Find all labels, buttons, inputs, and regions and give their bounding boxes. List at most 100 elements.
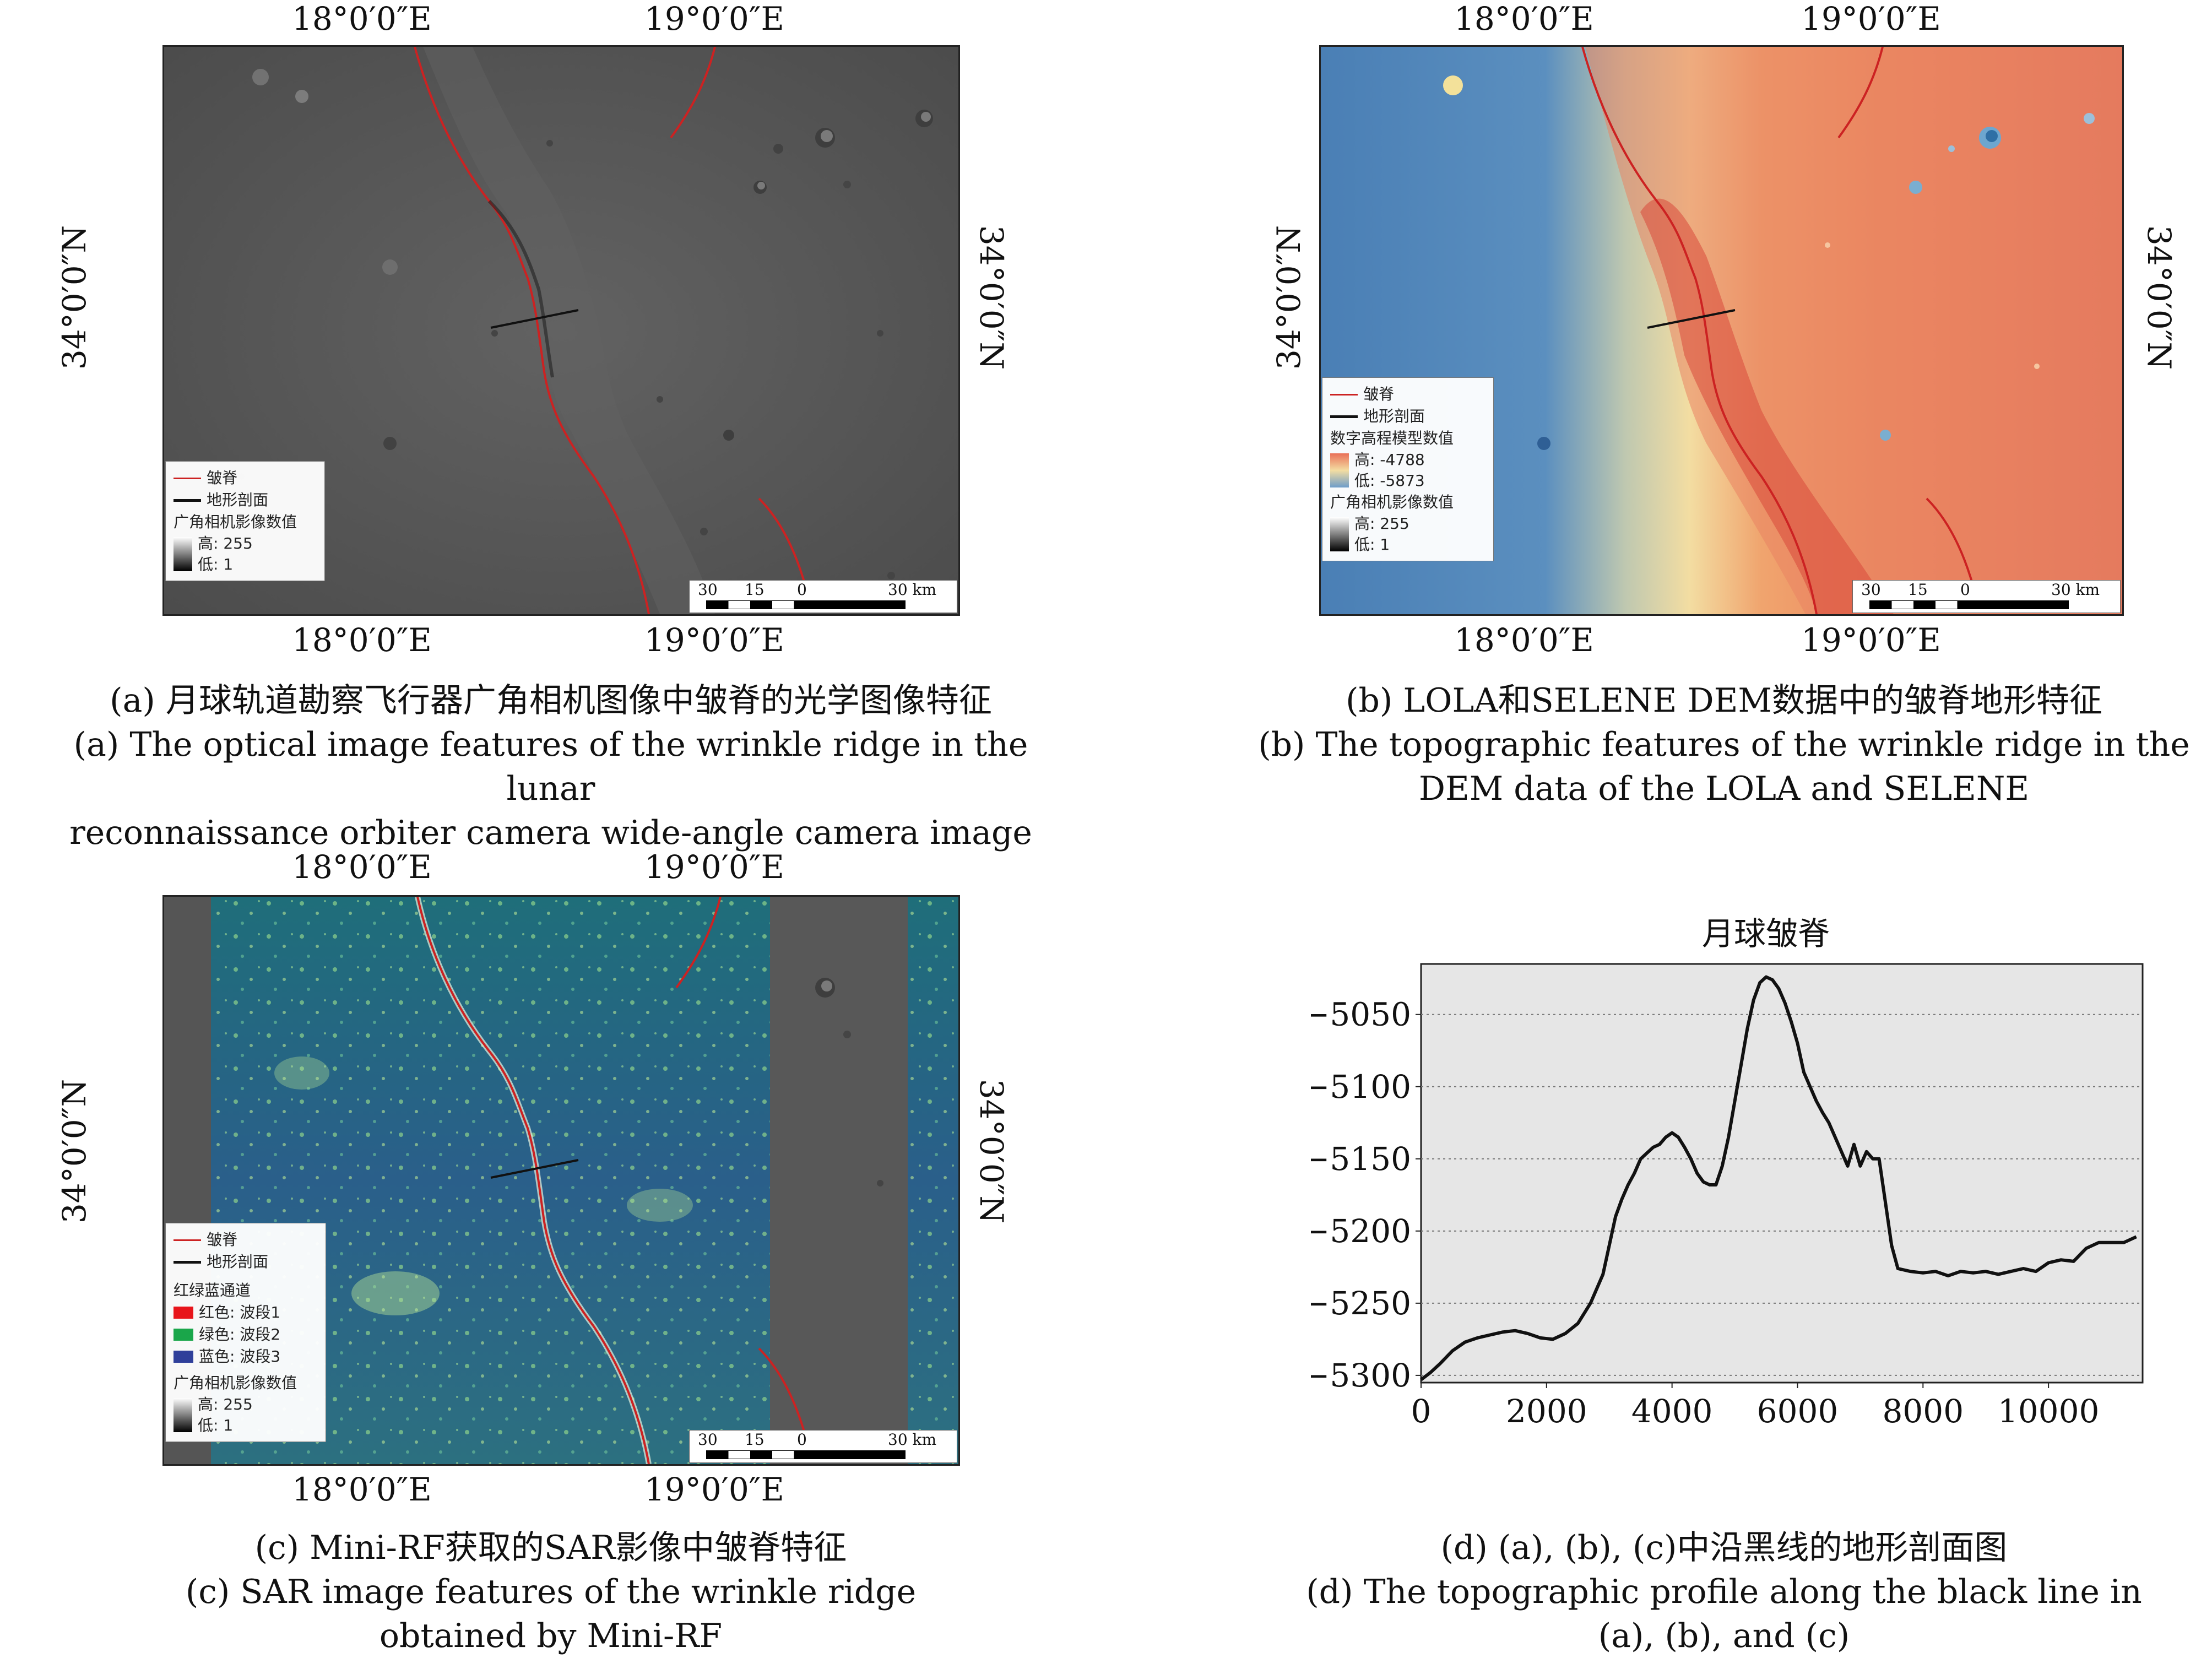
legend-b-high: 高: 255 bbox=[1354, 514, 1409, 533]
legend-b-low: 低: 1 bbox=[1354, 535, 1390, 554]
caption-a: (a) 月球轨道勘察飞行器广角相机图像中皱脊的光学图像特征 (a) The op… bbox=[33, 679, 1069, 855]
ridge-line-swatch bbox=[174, 477, 201, 479]
profile-line-swatch bbox=[174, 1260, 201, 1264]
legend-c-green: 绿色: 波段2 bbox=[174, 1324, 318, 1346]
lat-label-c-left: 34°0′0″N bbox=[56, 1079, 93, 1224]
scalebar-c: 30 15 0 30 km bbox=[689, 1430, 957, 1463]
scalebar-b: 30 15 0 30 km bbox=[1852, 580, 2121, 613]
legend-b-profile: 地形剖面 bbox=[1330, 405, 1485, 427]
legend-c-ridge-label: 皱脊 bbox=[207, 1231, 238, 1249]
legend-c-profile-label: 地形剖面 bbox=[207, 1253, 269, 1271]
y-tick-label: −5300 bbox=[1311, 1357, 1411, 1394]
lon-label-a-top-left: 18°0′0″E bbox=[292, 0, 432, 37]
chart-title: 月球皱脊 bbox=[1702, 915, 1830, 952]
y-tick-label: −5100 bbox=[1311, 1068, 1411, 1106]
scale-a-15: 15 bbox=[745, 581, 765, 599]
legend-c: 皱脊 地形剖面 红绿蓝通道 红色: 波段1 绿色: 波段2 蓝色: 波段3 广角… bbox=[165, 1223, 326, 1442]
caption-c-en2: obtained by Mini-RF bbox=[379, 1617, 723, 1655]
dem-image-b: 皱脊 地形剖面 数字高程模型数值 高: -4788 低: -5873 广角相机影像… bbox=[1319, 45, 2124, 616]
sar-image-c: 皱脊 地形剖面 红绿蓝通道 红色: 波段1 绿色: 波段2 蓝色: 波段3 广角… bbox=[162, 895, 960, 1466]
legend-b-wac-title: 广角相机影像数值 bbox=[1330, 493, 1454, 511]
legend-b-wac-gradient: 高: 255 低: 1 bbox=[1330, 513, 1485, 555]
legend-c-red: 红色: 波段1 bbox=[174, 1302, 318, 1324]
x-tick-label: 4000 bbox=[1631, 1392, 1713, 1430]
lon-label-c-top-left: 18°0′0″E bbox=[292, 848, 432, 886]
scale-b-30: 30 bbox=[1861, 581, 1881, 599]
lon-label-a-bottom-left: 18°0′0″E bbox=[292, 621, 432, 659]
scalebar-a: 30 15 0 30 km bbox=[689, 580, 957, 613]
wac-image-a: 皱脊 地形剖面 广角相机影像数值 高: 255 低: 1 30 15 0 30 k… bbox=[162, 45, 960, 616]
legend-c-gradient: 高: 255 低: 1 bbox=[174, 1394, 318, 1436]
legend-b-ridge-label: 皱脊 bbox=[1363, 385, 1395, 403]
plot-area bbox=[1420, 963, 2144, 1384]
legend-c-blue: 蓝色: 波段3 bbox=[174, 1346, 318, 1368]
legend-a-low: 低: 1 bbox=[198, 555, 234, 573]
legend-b: 皱脊 地形剖面 数字高程模型数值 高: -4788 低: -5873 广角相机影像… bbox=[1322, 377, 1494, 561]
lat-label-b-right: 34°0′0″N bbox=[2140, 225, 2178, 370]
lon-label-b-bottom-left: 18°0′0″E bbox=[1454, 621, 1594, 659]
caption-c-en1: (c) SAR image features of the wrinkle ri… bbox=[185, 1573, 917, 1611]
scale-c-0: 0 bbox=[797, 1431, 807, 1449]
lon-label-a-top-right: 19°0′0″E bbox=[644, 0, 784, 37]
ridge-line-swatch bbox=[1330, 393, 1358, 395]
x-tick-label: 0 bbox=[1411, 1392, 1432, 1430]
scale-b-30km: 30 km bbox=[2051, 581, 2100, 599]
lat-label-a-right: 34°0′0″N bbox=[973, 225, 1010, 370]
y-tick-label: −5050 bbox=[1311, 996, 1411, 1033]
legend-c-blue-label: 蓝色: 波段3 bbox=[199, 1347, 281, 1366]
caption-c-zh: (c) Mini-RF获取的SAR影像中皱脊特征 bbox=[254, 1529, 847, 1567]
y-tick-label: −5200 bbox=[1311, 1212, 1411, 1250]
legend-a-profile: 地形剖面 bbox=[174, 489, 317, 511]
scale-c-30km: 30 km bbox=[888, 1431, 937, 1449]
legend-c-red-label: 红色: 波段1 bbox=[199, 1303, 281, 1321]
scale-a-0: 0 bbox=[797, 581, 807, 599]
legend-c-wac-title: 广角相机影像数值 bbox=[174, 1374, 297, 1392]
caption-a-en2: reconnaissance orbiter camera wide-angle… bbox=[69, 814, 1032, 852]
legend-a: 皱脊 地形剖面 广角相机影像数值 高: 255 低: 1 bbox=[165, 461, 325, 581]
legend-c-ridge: 皱脊 bbox=[174, 1229, 318, 1251]
scale-c-15: 15 bbox=[745, 1431, 765, 1449]
lat-label-a-left: 34°0′0″N bbox=[56, 225, 93, 370]
scale-a-30: 30 bbox=[698, 581, 718, 599]
lon-label-b-top-left: 18°0′0″E bbox=[1454, 0, 1594, 37]
caption-b-en2: DEM data of the LOLA and SELENE bbox=[1418, 770, 2030, 808]
legend-c-rgb-title: 红绿蓝通道 bbox=[174, 1281, 251, 1299]
caption-d-en1: (d) The topographic profile along the bl… bbox=[1306, 1573, 2142, 1611]
legend-a-high: 高: 255 bbox=[198, 534, 253, 552]
caption-b: (b) LOLA和SELENE DEM数据中的皱脊地形特征 (b) The to… bbox=[1245, 679, 2203, 811]
x-tick-label: 10000 bbox=[1998, 1392, 2100, 1430]
profile-line-swatch bbox=[1330, 415, 1358, 418]
lon-label-c-bottom-left: 18°0′0″E bbox=[292, 1471, 432, 1508]
lon-label-b-top-right: 19°0′0″E bbox=[1801, 0, 1941, 37]
profile-line-swatch bbox=[174, 499, 201, 502]
legend-b-dem-title: 数字高程模型数值 bbox=[1330, 429, 1454, 447]
legend-a-ridge-label: 皱脊 bbox=[207, 469, 238, 487]
red-band-swatch bbox=[174, 1307, 193, 1319]
scale-c-bar bbox=[706, 1450, 906, 1459]
scale-b-15: 15 bbox=[1908, 581, 1928, 599]
scale-a-bar bbox=[706, 600, 906, 609]
gray-ramp-swatch bbox=[1330, 517, 1349, 551]
x-tick-label: 8000 bbox=[1882, 1392, 1964, 1430]
caption-b-en1: (b) The topographic features of the wrin… bbox=[1258, 725, 2190, 764]
x-tick-label: 6000 bbox=[1757, 1392, 1839, 1430]
legend-a-wac-title: 广角相机影像数值 bbox=[174, 513, 297, 531]
lon-label-b-bottom-right: 19°0′0″E bbox=[1801, 621, 1941, 659]
lon-label-c-top-right: 19°0′0″E bbox=[644, 848, 784, 886]
gray-ramp-swatch bbox=[174, 1398, 192, 1432]
green-band-swatch bbox=[174, 1329, 193, 1341]
legend-c-low: 低: 1 bbox=[198, 1416, 234, 1434]
y-tick-label: −5250 bbox=[1311, 1285, 1411, 1322]
legend-b-ridge: 皱脊 bbox=[1330, 383, 1485, 405]
scale-a-30km: 30 km bbox=[888, 581, 937, 599]
lat-label-c-right: 34°0′0″N bbox=[973, 1079, 1010, 1224]
legend-c-profile: 地形剖面 bbox=[174, 1251, 318, 1273]
caption-a-zh: (a) 月球轨道勘察飞行器广角相机图像中皱脊的光学图像特征 bbox=[110, 681, 992, 720]
legend-a-gradient: 高: 255 低: 1 bbox=[174, 533, 317, 575]
ridge-line-swatch bbox=[174, 1239, 201, 1241]
gray-ramp-swatch bbox=[174, 537, 192, 571]
caption-a-en1: (a) The optical image features of the wr… bbox=[73, 725, 1028, 808]
caption-b-zh: (b) LOLA和SELENE DEM数据中的皱脊地形特征 bbox=[1346, 681, 2102, 720]
legend-b-dem-gradient: 高: -4788 低: -5873 bbox=[1330, 449, 1485, 491]
